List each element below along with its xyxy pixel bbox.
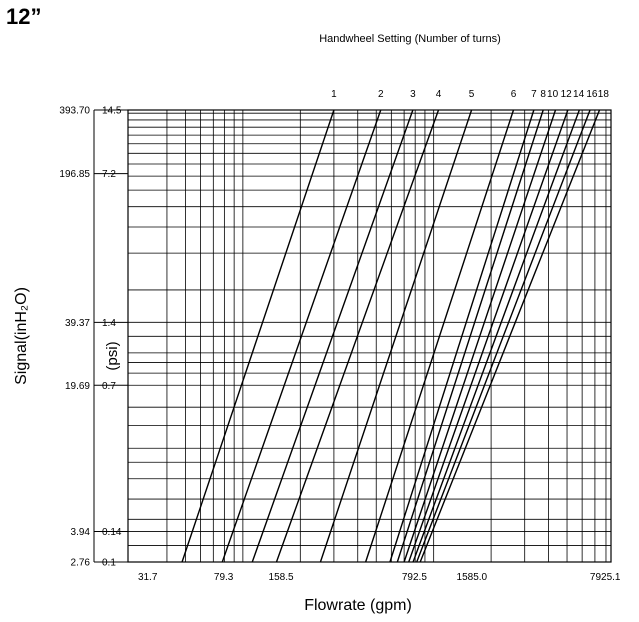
turns-label: 1 xyxy=(331,89,337,100)
x-tick-label: 1585.0 xyxy=(457,572,488,583)
x-tick-label: 792.5 xyxy=(402,572,427,583)
x-tick-label: 7925.1 xyxy=(590,572,621,583)
turns-label: 2 xyxy=(378,89,384,100)
y-tick-label-psi: 7.2 xyxy=(102,169,116,180)
y-tick-label-psi: 14.5 xyxy=(102,106,122,117)
plot-frame xyxy=(127,109,612,563)
y-tick-label-psi: 0.1 xyxy=(102,558,116,569)
series-line-10 xyxy=(403,109,557,563)
grid-layer xyxy=(128,110,611,562)
y-tick-label-inh2o: 39.37 xyxy=(65,318,90,329)
series-line-3 xyxy=(251,109,414,563)
y-axis-title-inh2o: Signal(inH₂O) xyxy=(13,287,30,385)
y-tick-label-psi: 1.4 xyxy=(102,318,116,329)
turns-label: 18 xyxy=(598,89,610,100)
series-line-2 xyxy=(221,109,382,563)
handwheel-turn-labels: 1 2 3 4 5 6 7 8 10 12 14 16 18 xyxy=(331,89,609,100)
y-tick-label-inh2o: 393.70 xyxy=(59,106,90,117)
y-tick-label-psi: 0.14 xyxy=(102,527,122,538)
turns-label: 7 xyxy=(531,89,537,100)
series-line-12 xyxy=(408,109,569,563)
series-line-16 xyxy=(416,109,591,563)
series-line-8 xyxy=(396,109,544,563)
x-tick-label: 158.5 xyxy=(269,572,294,583)
turns-label: 12 xyxy=(561,89,573,100)
series-layer xyxy=(181,109,601,563)
turns-label: 14 xyxy=(573,89,585,100)
turns-label: 5 xyxy=(469,89,475,100)
y-axis-title-psi: (psi) xyxy=(104,341,121,370)
y-tick-label-inh2o: 196.85 xyxy=(59,169,90,180)
turns-label: 3 xyxy=(410,89,416,100)
series-line-5 xyxy=(319,109,473,563)
turns-label: 10 xyxy=(547,89,559,100)
turns-label: 6 xyxy=(511,89,517,100)
y-tick-layer: 393.70 14.5 196.85 7.2 39.37 1.4 19.69 0.7 3.94 0… xyxy=(59,106,128,569)
y-tick-label-inh2o: 3.94 xyxy=(71,527,91,538)
turns-label: 16 xyxy=(586,89,598,100)
y-tick-label-inh2o: 2.76 xyxy=(71,558,91,569)
y-tick-label-inh2o: 19.69 xyxy=(65,381,90,392)
y-tick-label-psi: 0.7 xyxy=(102,381,116,392)
series-line-14 xyxy=(412,109,580,563)
series-line-6 xyxy=(364,109,515,563)
turns-label: 8 xyxy=(540,89,546,100)
series-line-4 xyxy=(275,109,440,563)
series-line-7 xyxy=(389,109,535,563)
turns-label: 4 xyxy=(436,89,442,100)
x-axis-title: Flowrate (gpm) xyxy=(304,597,412,614)
x-tick-layer: 31.7 79.3 158.5 792.5 1585.0 7925.1 xyxy=(138,572,621,583)
x-tick-label: 79.3 xyxy=(214,572,234,583)
chart-title: Handwheel Setting (Number of turns) xyxy=(319,33,501,45)
valve-size-label: 12” xyxy=(6,4,42,29)
x-tick-label: 31.7 xyxy=(138,572,158,583)
series-line-1 xyxy=(181,109,335,563)
series-line-18 xyxy=(419,109,601,563)
